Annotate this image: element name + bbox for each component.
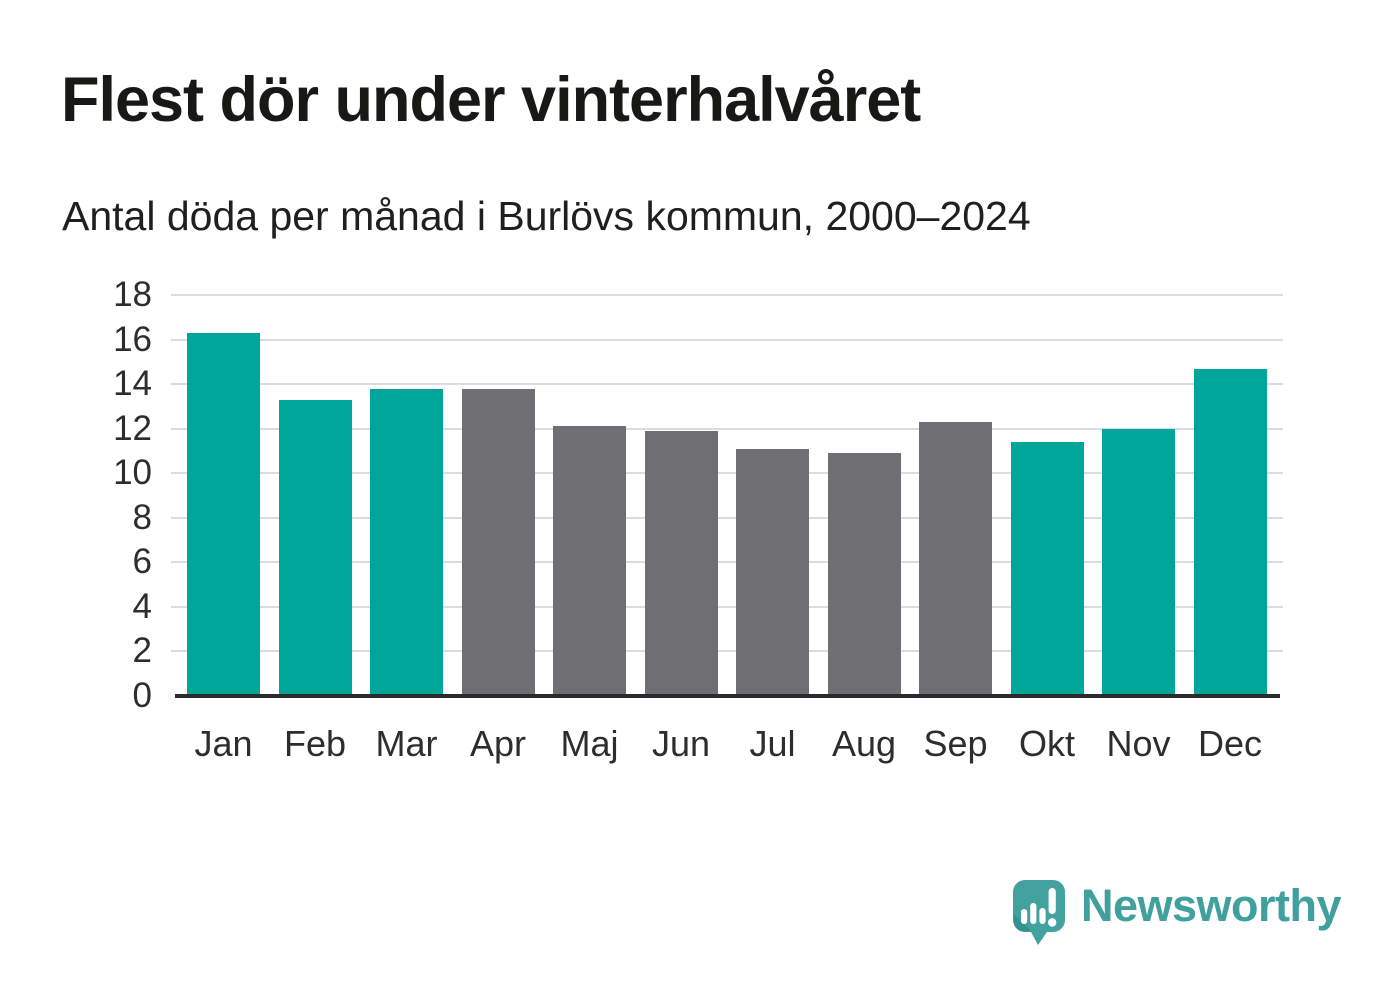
gridline-y18 xyxy=(171,294,1283,296)
x-tick-label-jan: Jan xyxy=(194,723,253,764)
bar-jan xyxy=(187,332,260,696)
newsworthy-logo-icon xyxy=(1013,880,1065,945)
gridline-y16 xyxy=(171,338,1283,341)
gridline-y4 xyxy=(171,605,1283,608)
bar-maj xyxy=(553,426,626,696)
y-tick-label-12: 12 xyxy=(113,408,152,448)
y-tick-label-10: 10 xyxy=(113,453,152,493)
bar-apr xyxy=(461,388,535,696)
x-tick-label-jul: Jul xyxy=(749,723,796,764)
y-tick-label-2: 2 xyxy=(132,631,152,671)
newsworthy-wordmark: Newsworthy xyxy=(1081,880,1342,931)
gridline-y2 xyxy=(171,650,1283,653)
x-tick-label-dec: Dec xyxy=(1197,723,1263,764)
y-tick-label-4: 4 xyxy=(132,586,152,626)
bar-okt xyxy=(1010,442,1084,696)
bar-nov xyxy=(1102,428,1175,696)
x-tick-label-apr: Apr xyxy=(469,723,527,764)
newsworthy-logo: Newsworthy xyxy=(1012,879,1342,946)
x-tick-label-sep: Sep xyxy=(923,723,988,764)
gridline-y14 xyxy=(171,383,1283,386)
y-tick-label-16: 16 xyxy=(113,319,152,359)
x-tick-label-aug: Aug xyxy=(831,723,897,764)
y-tick-label-0: 0 xyxy=(132,676,152,715)
y-tick-label-18: 18 xyxy=(113,275,152,314)
bar-aug xyxy=(827,453,901,696)
chart-subtitle: Antal döda per månad i Burlövs kommun, 2… xyxy=(62,193,1031,239)
bar-jun xyxy=(644,430,718,696)
bar-mar xyxy=(370,388,443,696)
x-tick-label-jun: Jun xyxy=(651,723,711,764)
x-tick-label-okt: Okt xyxy=(1018,723,1075,764)
x-tick-label-nov: Nov xyxy=(1106,723,1171,764)
chart-title: Flest dör under vinterhalvåret xyxy=(61,65,921,135)
bar-jul xyxy=(736,448,809,696)
x-tick-label-maj: Maj xyxy=(560,723,619,764)
bar-sep xyxy=(919,421,992,696)
x-tick-label-mar: Mar xyxy=(375,723,438,764)
x-tick-label-feb: Feb xyxy=(283,723,347,764)
gridline-y6 xyxy=(171,561,1283,564)
y-tick-label-8: 8 xyxy=(132,497,152,537)
gridline-y10 xyxy=(171,472,1283,475)
y-tick-label-6: 6 xyxy=(132,542,152,582)
y-tick-label-14: 14 xyxy=(113,364,152,404)
gridline-y12 xyxy=(171,427,1283,430)
gridline-y8 xyxy=(171,516,1283,519)
bar-dec xyxy=(1193,368,1267,696)
x-axis-baseline xyxy=(175,694,1280,698)
bar-feb xyxy=(278,399,352,696)
